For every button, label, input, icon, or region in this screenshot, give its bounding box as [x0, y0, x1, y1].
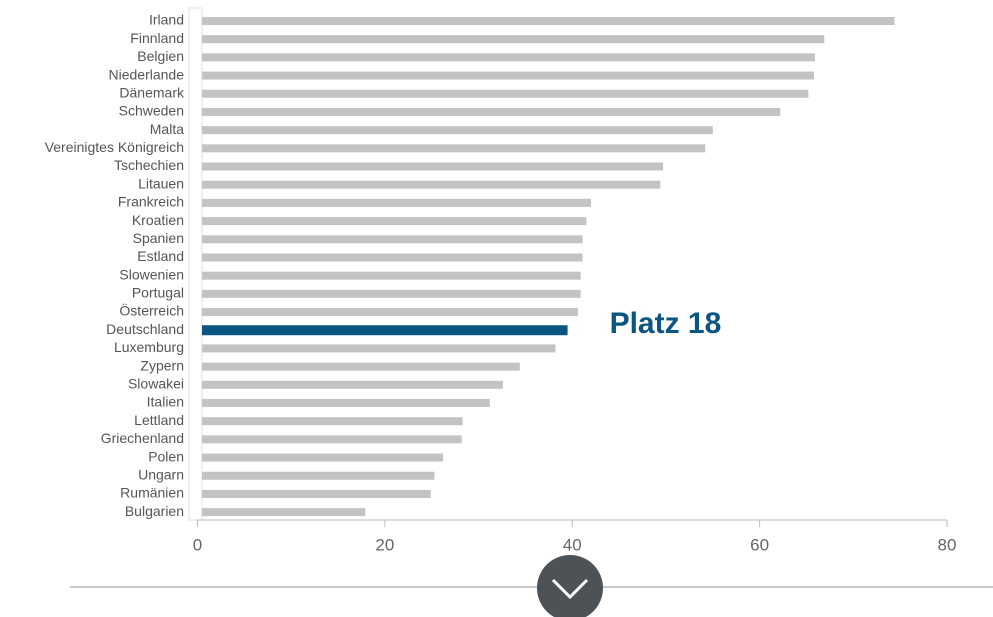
bar	[202, 53, 815, 62]
button-circle[interactable]	[537, 555, 603, 617]
y-tick-label: Vereinigtes Königreich	[45, 139, 184, 155]
y-tick-label: Malta	[150, 121, 184, 137]
y-tick-label: Frankreich	[118, 194, 184, 210]
y-tick-label: Slowakei	[128, 376, 184, 392]
y-tick-label: Bulgarien	[125, 503, 184, 519]
bar	[202, 144, 706, 153]
y-tick-label: Dänemark	[119, 84, 185, 100]
axis-frame	[188, 7, 203, 521]
y-tick-label: Schweden	[119, 103, 184, 119]
bar	[202, 217, 587, 226]
bar	[202, 253, 583, 262]
y-tick-label: Polen	[148, 448, 184, 464]
chevron-icon[interactable]	[551, 578, 589, 600]
scroll-down-button[interactable]	[537, 555, 603, 617]
y-tick-label: Spanien	[133, 230, 184, 246]
y-tick-label: Slowenien	[119, 266, 184, 282]
y-tick-label: Luxemburg	[114, 339, 184, 355]
y-tick-label: Portugal	[132, 285, 184, 301]
bar	[202, 325, 568, 336]
y-tick-label: Österreich	[119, 302, 184, 319]
bar	[202, 471, 435, 480]
bar	[202, 435, 462, 444]
y-tick-label: Irland	[149, 12, 184, 28]
x-tick-label: 80	[938, 535, 957, 554]
bar	[202, 107, 781, 116]
bar	[202, 126, 713, 135]
x-tick-label: 60	[750, 535, 769, 554]
bar	[202, 380, 503, 389]
y-tick-label: Kroatien	[132, 212, 184, 228]
y-tick-label: Griechenland	[101, 430, 184, 446]
bar	[202, 489, 431, 498]
bar	[202, 89, 809, 98]
bar	[202, 235, 583, 244]
y-tick-label: Niederlande	[109, 66, 185, 82]
y-tick-label: Belgien	[137, 48, 184, 64]
bar	[202, 198, 591, 207]
bar	[202, 35, 825, 44]
bar	[202, 271, 581, 280]
annotation: Platz 18	[610, 307, 722, 340]
y-tick-label: Litauen	[138, 175, 184, 191]
bar	[202, 398, 490, 407]
bar	[202, 344, 556, 353]
y-tick-label: Deutschland	[106, 321, 184, 337]
bar	[202, 417, 463, 426]
y-tick-label: Estland	[137, 248, 184, 264]
bar	[202, 508, 366, 517]
y-tick-label: Lettland	[134, 412, 184, 428]
bar	[202, 162, 664, 171]
bar	[202, 308, 578, 317]
x-tick-label: 40	[563, 535, 582, 554]
y-tick-label: Ungarn	[138, 466, 184, 482]
x-tick-label: 20	[375, 535, 394, 554]
bar	[202, 362, 520, 371]
y-tick-label: Italien	[147, 394, 184, 410]
x-tick-label: 0	[193, 535, 202, 554]
y-tick-label: Finnland	[130, 30, 184, 46]
bar	[202, 71, 814, 80]
bar	[202, 289, 581, 298]
bar	[202, 17, 895, 25]
bar	[202, 453, 443, 462]
bar	[202, 180, 661, 189]
y-tick-label: Zypern	[140, 357, 184, 373]
y-tick-label: Tschechien	[114, 157, 184, 173]
y-tick-label: Rumänien	[120, 485, 184, 501]
